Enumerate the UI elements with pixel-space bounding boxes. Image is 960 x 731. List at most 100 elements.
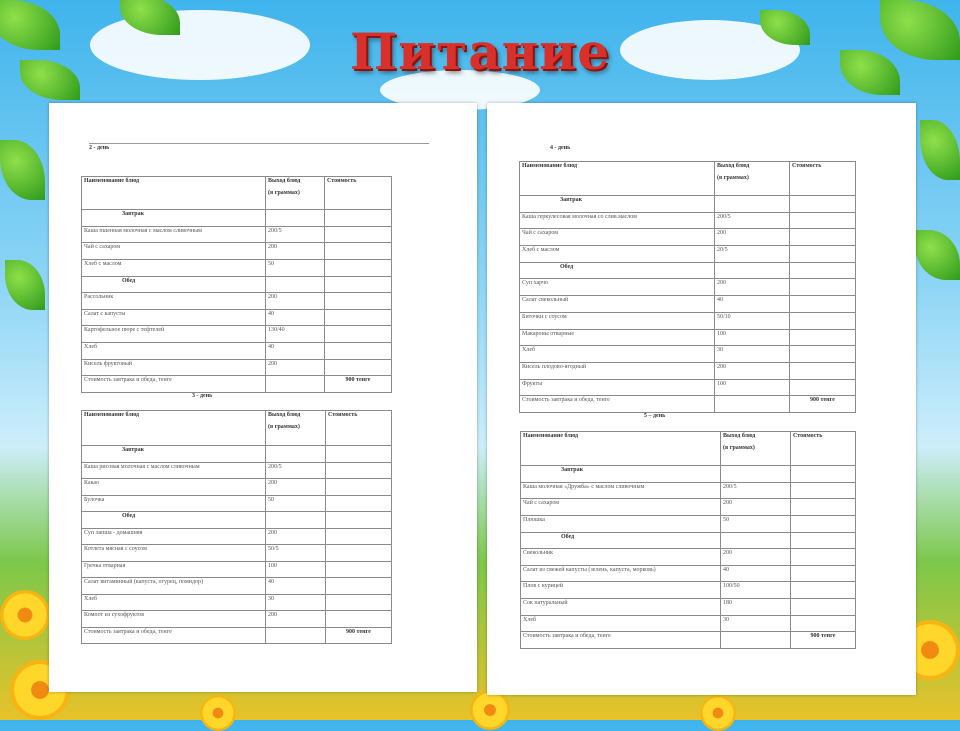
dish-yield: 200 — [714, 228, 790, 247]
dish-yield: 40 — [265, 342, 325, 360]
table-row: Хлеб с маслом 50 — [81, 258, 392, 277]
dish-yield: 40 — [720, 564, 791, 583]
dish-yield: 200/5 — [265, 225, 325, 244]
dish-yield: 200/5 — [714, 211, 790, 230]
dish-yield: 100 — [714, 328, 790, 347]
dish-name: Рассольник — [81, 292, 266, 310]
dish-name: Компот из сухофруктов — [81, 610, 266, 628]
section-row: Обед — [81, 275, 392, 294]
section-title: Завтрак — [81, 445, 266, 463]
table-header-row: Наименование блюд Выход блюд (в граммах) Ст… — [519, 161, 856, 196]
cost-cell — [324, 292, 392, 310]
yield-cell — [720, 631, 791, 649]
dish-name: Макароны отварные — [519, 328, 715, 347]
dish-name: Каша молочная «Дружба» с маслом сливочны… — [520, 481, 721, 500]
dish-name: Кисель фруктовый — [81, 358, 266, 377]
page-rule — [89, 143, 429, 144]
dish-name: Хлеб с маслом — [81, 258, 266, 277]
day-label: 4 - день — [550, 145, 571, 151]
cost-cell — [789, 345, 856, 363]
dish-yield: 50/10 — [714, 311, 790, 330]
section-title: Завтрак — [81, 209, 266, 227]
dish-yield: 200/5 — [720, 481, 791, 500]
dish-name: Биточки с соусом — [519, 311, 715, 330]
cost-cell — [789, 361, 856, 380]
dish-yield: 100 — [714, 378, 790, 397]
cost-cell — [790, 465, 856, 483]
cost-cell — [789, 311, 856, 330]
cost-cell — [325, 560, 392, 578]
header-yield-line: Выход блюд — [268, 412, 301, 418]
table-row: Рассольник 200 — [81, 292, 392, 310]
header-dish-name: Наименование блюд — [81, 176, 266, 210]
cost-cell — [789, 261, 856, 280]
dish-name: Салат из свежей капусты (зелень, капуста… — [520, 564, 721, 583]
cost-cell — [325, 577, 392, 595]
section-title: Обед — [519, 261, 715, 280]
cost-cell — [790, 614, 856, 633]
dish-yield: 200 — [265, 242, 325, 260]
dish-name: Котлета мясная с соусом — [81, 544, 266, 562]
table-row: Булочка 50 — [81, 494, 392, 512]
dish-name: Плюшка — [520, 514, 721, 533]
header-yield-line: Выход блюд — [268, 178, 301, 184]
cost-cell — [324, 242, 392, 260]
yield-cell — [265, 275, 325, 294]
table-row: Картофельное пюре с тефтелей 130/40 — [81, 325, 392, 343]
dish-yield: 200 — [265, 610, 326, 628]
dish-yield: 180 — [720, 598, 791, 616]
total-label: Стоимость завтрака и обеда, тенге — [520, 631, 721, 649]
dish-name: Плов с курицей — [520, 581, 721, 599]
table-row: Хлеб с маслом 20/5 — [519, 245, 856, 263]
section-row: Завтрак — [519, 195, 856, 213]
dish-yield: 200 — [714, 361, 790, 380]
section-title: Обед — [81, 275, 266, 294]
yield-cell — [714, 195, 790, 213]
table-row: Чай с сахаром 200 — [81, 242, 392, 260]
section-row: Завтрак — [520, 465, 856, 483]
dish-name: Чай с сахаром — [520, 498, 721, 516]
header-cost: Стоимость — [324, 176, 392, 210]
table-row: Суп лапша - домашняя 200 — [81, 527, 392, 545]
day-label: 2 - день — [89, 145, 110, 151]
total-cost: 900 тенге — [324, 375, 392, 393]
cost-cell — [790, 548, 856, 566]
dish-yield: 30 — [720, 614, 791, 633]
cost-cell — [324, 325, 392, 343]
table-header-row: Наименование блюд Выход блюд (в граммах) Ст… — [81, 410, 392, 446]
menu-table: Наименование блюд Выход блюд (в граммах) Ст… — [520, 431, 856, 649]
cost-cell — [325, 527, 392, 545]
cost-cell — [324, 308, 392, 327]
table-row: Гречка отварная 100 — [81, 560, 392, 578]
yield-cell — [720, 465, 791, 483]
total-label: Стоимость завтрака и обеда, тенге — [81, 375, 266, 393]
section-row: Обед — [81, 511, 392, 529]
cost-cell — [324, 275, 392, 294]
menu-table: Наименование блюд Выход блюд (в граммах) Ст… — [519, 161, 856, 413]
table-header-row: Наименование блюд Выход блюд (в граммах) Ст… — [520, 431, 856, 466]
header-cost: Стоимость — [790, 431, 856, 466]
dish-yield: 200 — [265, 358, 325, 377]
dish-name: Булочка — [81, 494, 266, 512]
dish-name: Сок натуральный — [520, 598, 721, 616]
yield-cell — [265, 626, 326, 644]
cost-cell — [789, 328, 856, 347]
total-cost: 900 тенге — [790, 631, 856, 649]
cost-cell — [790, 581, 856, 599]
header-yield-line: (в граммах) — [268, 424, 300, 430]
header-yield: Выход блюд (в граммах) — [265, 410, 326, 446]
dish-yield: 200/5 — [265, 461, 326, 479]
cost-cell — [789, 245, 856, 263]
section-row: Обед — [520, 531, 856, 550]
dish-name: Чай с сахаром — [519, 228, 715, 247]
total-row: Стоимость завтрака и обеда, тенге 900 тен… — [519, 395, 856, 413]
table-row: Фрукты 100 — [519, 378, 856, 397]
dish-name: Хлеб — [81, 593, 266, 611]
cost-cell — [324, 209, 392, 227]
dish-yield: 100 — [265, 560, 326, 578]
dish-yield: 40 — [714, 295, 790, 313]
total-label: Стоимость завтрака и обеда, тенге — [519, 395, 715, 413]
dish-name: Суп лапша - домашняя — [81, 527, 266, 545]
dish-yield: 200 — [720, 548, 791, 566]
cost-cell — [324, 258, 392, 277]
